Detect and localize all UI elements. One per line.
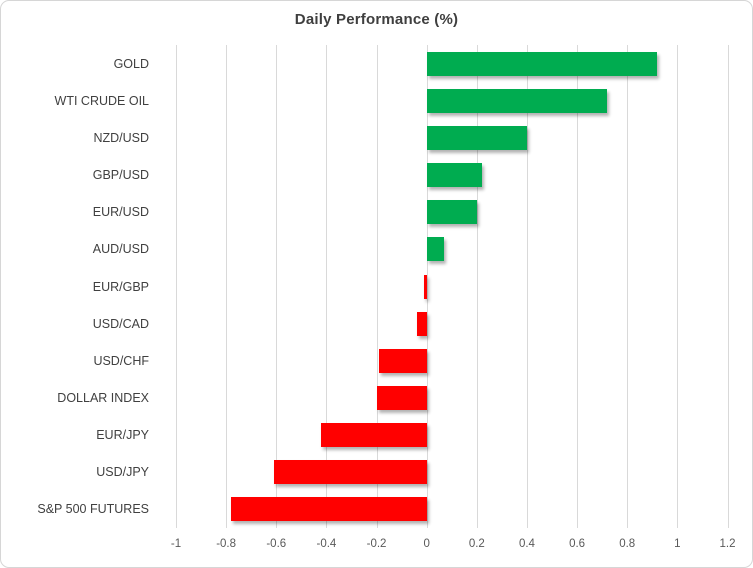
x-tick-label: -0.4 <box>316 538 337 550</box>
gridline <box>677 45 679 528</box>
gridline <box>476 45 478 528</box>
x-tick-label: 0.8 <box>619 538 636 550</box>
bar-usd-cad <box>416 311 427 336</box>
gridline <box>727 45 729 528</box>
x-tick-label: -0.2 <box>366 538 387 550</box>
bar-nzd-usd <box>426 125 527 150</box>
category-label: S&P 500 FUTURES <box>37 502 149 517</box>
bar-wti-crude-oil <box>426 88 608 113</box>
bar-gbp-usd <box>426 163 482 188</box>
bar-eur-jpy <box>321 423 427 448</box>
category-label: USD/CAD <box>92 316 149 331</box>
category-label: GOLD <box>113 56 149 71</box>
x-tick-label: 0.2 <box>468 538 485 550</box>
x-tick-label: 0.4 <box>518 538 535 550</box>
bar-gold <box>426 51 658 76</box>
gridline <box>176 45 177 528</box>
bar-usd-chf <box>379 348 427 373</box>
category-label: WTI CRUDE OIL <box>54 93 149 108</box>
category-label: NZD/USD <box>93 130 149 145</box>
category-label: EUR/USD <box>92 205 149 220</box>
x-tick-label: 1 <box>674 538 681 550</box>
bar-aud-usd <box>426 237 445 262</box>
category-label: USD/CHF <box>93 353 149 368</box>
bar-s-p-500-futures <box>231 497 427 522</box>
x-tick-label: 0 <box>423 538 430 550</box>
category-label: EUR/GBP <box>92 279 149 294</box>
category-label: EUR/JPY <box>96 428 149 443</box>
bar-eur-gbp <box>424 274 427 299</box>
x-tick-label: -0.6 <box>266 538 287 550</box>
bar-usd-jpy <box>273 460 427 485</box>
chart-title: Daily Performance (%) <box>294 11 459 28</box>
gridline <box>226 45 228 528</box>
gridline <box>627 45 629 528</box>
gridline <box>326 45 328 528</box>
x-tick-label: 1.2 <box>719 538 736 550</box>
category-label: USD/JPY <box>96 465 149 480</box>
category-label: DOLLAR INDEX <box>57 390 149 405</box>
bar-eur-usd <box>426 200 477 225</box>
bar-dollar-index <box>376 385 427 410</box>
x-tick-label: 0.6 <box>569 538 586 550</box>
gridline <box>376 45 378 528</box>
gridline <box>526 45 528 528</box>
gridline <box>426 45 428 528</box>
category-label: GBP/USD <box>92 168 149 183</box>
gridline <box>276 45 278 528</box>
category-label: AUD/USD <box>92 242 149 257</box>
x-tick-label: -1 <box>170 538 182 550</box>
x-tick-label: -0.8 <box>216 538 237 550</box>
gridline <box>577 45 579 528</box>
